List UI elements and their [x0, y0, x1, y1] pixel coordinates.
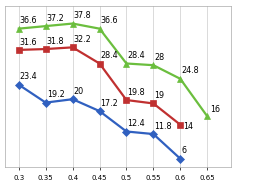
Text: 11.8: 11.8: [155, 122, 172, 131]
Text: 20: 20: [74, 87, 84, 96]
Text: 31.6: 31.6: [20, 37, 37, 47]
Text: 28.4: 28.4: [127, 51, 145, 60]
Text: 32.2: 32.2: [74, 35, 92, 44]
Text: 23.4: 23.4: [20, 72, 38, 81]
Text: 28.4: 28.4: [101, 51, 118, 60]
Text: 19.8: 19.8: [127, 88, 145, 97]
Text: 16: 16: [210, 105, 220, 114]
Text: 37.2: 37.2: [47, 14, 65, 23]
Text: 31.8: 31.8: [47, 37, 64, 46]
Text: 19: 19: [155, 91, 165, 100]
Text: 17.2: 17.2: [101, 99, 118, 108]
Text: 36.6: 36.6: [101, 16, 118, 25]
Text: 12.4: 12.4: [127, 119, 145, 128]
Text: 36.6: 36.6: [20, 16, 37, 25]
Text: 6: 6: [181, 146, 186, 155]
Text: 37.8: 37.8: [74, 11, 91, 20]
Text: 28: 28: [155, 53, 165, 62]
Text: 19.2: 19.2: [47, 90, 65, 99]
Text: 24.8: 24.8: [181, 66, 199, 75]
Text: 14: 14: [183, 122, 193, 131]
